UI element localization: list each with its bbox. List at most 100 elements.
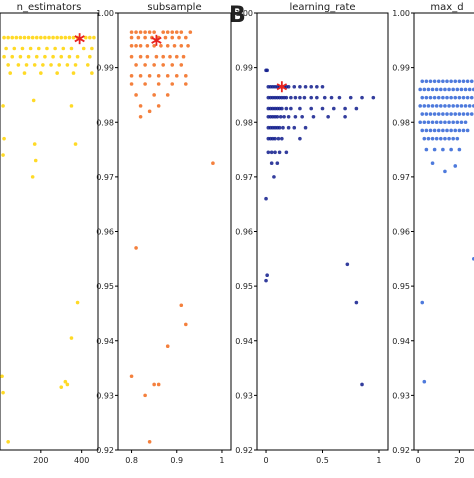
data-point [88, 35, 92, 40]
data-point [286, 114, 291, 119]
data-point [51, 35, 55, 40]
data-point [30, 175, 35, 179]
data-point [184, 35, 188, 40]
data-point [348, 95, 353, 100]
data-point [300, 114, 304, 119]
data-point [371, 95, 376, 100]
y-tick-label: 0.94 [96, 337, 114, 346]
data-point [2, 136, 6, 141]
data-point [309, 95, 314, 100]
data-point [302, 95, 307, 100]
data-point [469, 79, 474, 84]
data-point [10, 54, 15, 59]
data-point [0, 374, 4, 379]
data-point [329, 95, 334, 100]
data-point [170, 63, 175, 67]
data-point [432, 112, 437, 116]
data-point [331, 106, 336, 111]
data-point [4, 46, 8, 51]
data-point [165, 344, 170, 349]
data-point [315, 84, 319, 89]
data-point [2, 35, 6, 40]
y-tick-label: 0.93 [392, 391, 410, 400]
data-point [354, 106, 359, 111]
data-point [272, 175, 276, 179]
data-point [129, 54, 134, 59]
data-point [451, 87, 455, 92]
data-point [184, 322, 188, 327]
data-point [161, 30, 165, 34]
data-point [188, 30, 193, 34]
data-point [443, 87, 447, 92]
x-tick-label: 0 [416, 456, 421, 465]
y-tick-label: 0.99 [235, 64, 253, 73]
data-point [292, 84, 297, 89]
data-point [88, 54, 92, 59]
data-point [447, 136, 451, 141]
data-point [8, 71, 13, 75]
data-point [39, 71, 43, 75]
data-point [269, 150, 274, 155]
panel-letter-b: B [229, 3, 246, 28]
data-point [177, 35, 181, 40]
data-point [28, 46, 33, 51]
data-point [455, 120, 460, 125]
data-point [33, 158, 38, 163]
data-point [138, 54, 143, 59]
data-point [459, 104, 464, 108]
data-point [147, 30, 152, 34]
data-point [453, 128, 458, 133]
plot-title-2: subsample [147, 2, 201, 13]
y-tick-label: 0.93 [96, 391, 114, 400]
data-point [457, 147, 462, 152]
data-point [426, 104, 431, 108]
data-point [449, 147, 453, 152]
data-point [436, 112, 441, 116]
data-point [465, 112, 470, 116]
data-point [71, 35, 76, 40]
data-point [455, 136, 460, 141]
data-point [439, 136, 443, 141]
y-tick-label: 0.95 [392, 282, 410, 291]
data-point [418, 104, 422, 108]
data-point [152, 93, 156, 97]
data-point [12, 46, 17, 51]
data-point [55, 71, 59, 75]
x-tick-label: 0.8 [125, 456, 138, 465]
data-point [174, 54, 179, 59]
data-point [73, 63, 78, 67]
data-point [59, 385, 64, 389]
data-point [90, 71, 94, 75]
data-point [265, 273, 269, 278]
data-point [420, 300, 425, 305]
data-point [136, 35, 141, 40]
data-point [59, 35, 64, 40]
data-point [447, 104, 451, 108]
data-point [1, 153, 5, 157]
best-point-marker [151, 36, 162, 44]
data-point [145, 54, 150, 59]
data-point [422, 120, 427, 125]
data-point [129, 74, 134, 78]
data-point [284, 106, 289, 111]
data-point [422, 104, 427, 108]
y-tick-label: 0.96 [96, 228, 114, 237]
plot-frame-4 [413, 12, 474, 451]
data-point [459, 120, 464, 125]
x-tick-label: 20 [454, 456, 464, 465]
data-point [159, 43, 163, 48]
data-point [345, 262, 350, 267]
data-point [463, 87, 468, 92]
best-point-marker [74, 35, 85, 43]
data-point [326, 114, 330, 119]
data-point [26, 35, 31, 40]
data-point [343, 106, 347, 111]
data-point [420, 112, 425, 116]
data-point [467, 87, 472, 92]
data-point [83, 35, 88, 40]
data-point [451, 136, 455, 141]
data-point [420, 79, 425, 84]
data-point [269, 161, 274, 166]
y-tick-label: 0.94 [392, 337, 410, 346]
